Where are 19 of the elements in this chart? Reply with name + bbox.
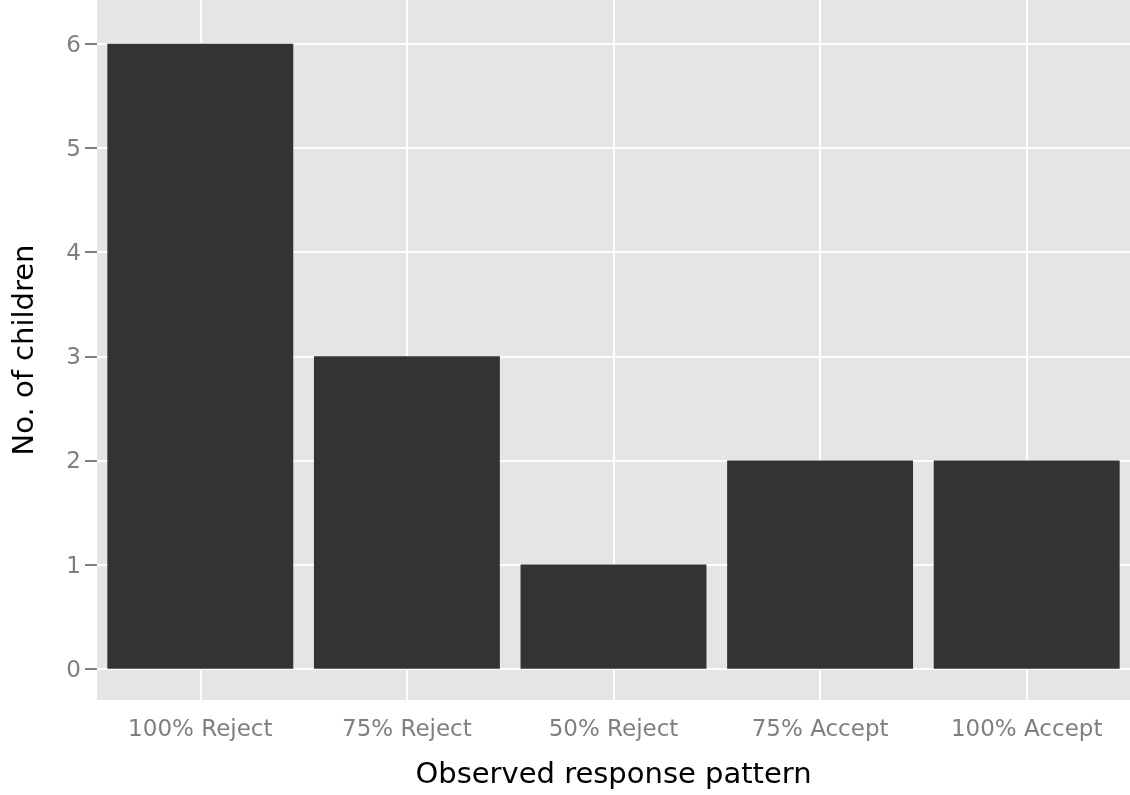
x-tick-label: 75% Reject [342, 714, 472, 741]
y-tick-label: 2 [66, 447, 81, 474]
y-tick-label: 3 [66, 343, 81, 370]
bar [933, 460, 1120, 669]
x-tick-label: 75% Accept [751, 714, 889, 741]
bar [313, 356, 500, 669]
bar [107, 43, 294, 669]
bar [727, 460, 914, 669]
x-axis-title: Observed response pattern [415, 755, 812, 790]
x-tick-label: 50% Reject [548, 714, 679, 741]
bar [520, 564, 707, 669]
y-axis-title: No. of children [5, 244, 40, 456]
y-tick-label: 5 [66, 134, 81, 161]
y-tick-label: 0 [66, 655, 81, 682]
y-tick-label: 1 [66, 551, 81, 578]
y-tick-label: 4 [66, 239, 81, 266]
y-tick-label: 6 [66, 30, 81, 57]
x-tick-label: 100% Accept [950, 714, 1103, 741]
x-tick-label: 100% Reject [128, 714, 273, 741]
